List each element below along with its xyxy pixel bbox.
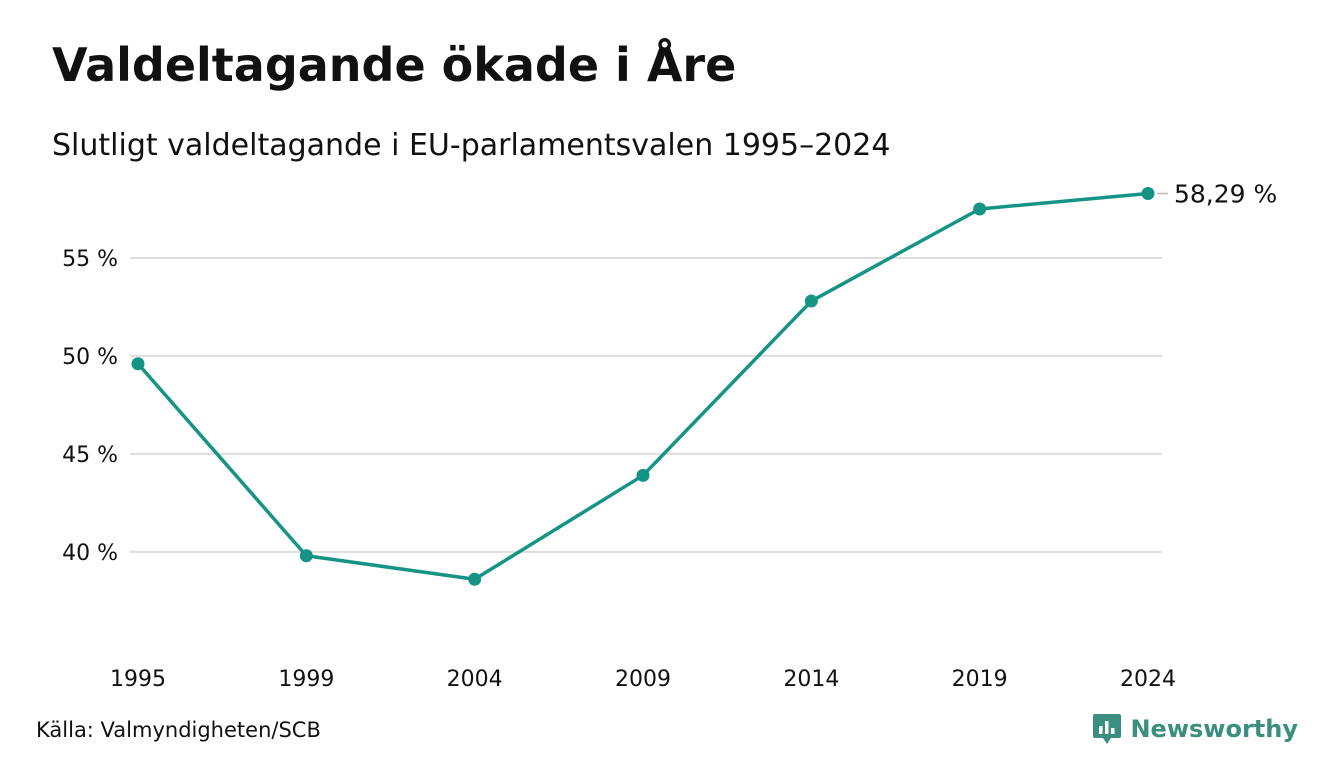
x-tick-label: 2009: [615, 667, 671, 692]
data-point[interactable]: [804, 294, 818, 308]
end-label-group: 58,29 %: [1157, 180, 1277, 209]
data-point[interactable]: [299, 549, 313, 563]
y-axis-ticks: 40 % 45 % 50 % 55 %: [62, 247, 118, 566]
chart-title: Valdeltagande ökade i Åre: [52, 38, 737, 92]
series-line-group: [136, 191, 1150, 582]
x-tick-label: 2014: [783, 667, 839, 692]
source-note: Källa: Valmyndigheten/SCB: [36, 718, 321, 742]
data-point[interactable]: [973, 202, 987, 216]
newsworthy-logo-icon: [1093, 714, 1122, 744]
data-points: [131, 187, 1155, 586]
y-tick-label: 55 %: [62, 247, 118, 272]
series-line: [136, 191, 1150, 582]
data-point[interactable]: [131, 357, 145, 371]
chart-subtitle: Slutligt valdeltagande i EU-parlamentsva…: [52, 128, 891, 163]
x-tick-label: 2004: [447, 667, 503, 692]
y-tick-label: 50 %: [62, 345, 118, 370]
brand-name: Newsworthy: [1130, 715, 1298, 743]
data-point[interactable]: [1141, 187, 1155, 201]
y-tick-label: 40 %: [62, 541, 118, 566]
gridlines: [130, 256, 1162, 553]
x-axis-ticks: 1995 1999 2004 2009 2014 2019 2024: [110, 667, 1176, 692]
x-tick-label: 1995: [110, 667, 166, 692]
x-tick-label: 2019: [952, 667, 1008, 692]
data-point[interactable]: [468, 572, 482, 586]
data-point[interactable]: [636, 468, 650, 482]
x-tick-label: 1999: [278, 667, 334, 692]
x-tick-label: 2024: [1120, 667, 1176, 692]
end-value-label: 58,29 %: [1174, 180, 1277, 209]
y-tick-label: 45 %: [62, 443, 118, 468]
brand-logo[interactable]: Newsworthy: [1092, 712, 1298, 746]
